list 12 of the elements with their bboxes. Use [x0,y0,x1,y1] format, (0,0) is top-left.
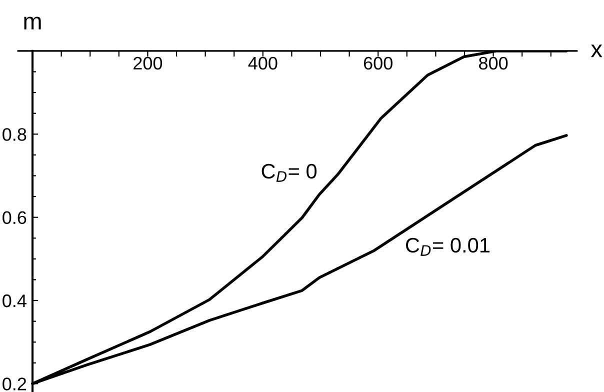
x-tick-label: 800 [479,56,508,70]
y-tick-label: 0.2 [2,378,26,390]
annotation: C$_{D}$= 0 [262,164,317,182]
x-axis-title: x [590,44,602,58]
x-tick-label: 200 [134,56,162,70]
x-tick-label: 400 [248,56,278,70]
y-tick-label: 0.8 [2,128,26,141]
y-tick-label: 0.4 [2,294,26,308]
y-axis-title: m [24,16,41,30]
x-tick-label: 600 [364,56,392,70]
annotation: C$_{D}$= 0.01 [406,238,490,256]
y-tick-label: 0.6 [2,211,26,224]
